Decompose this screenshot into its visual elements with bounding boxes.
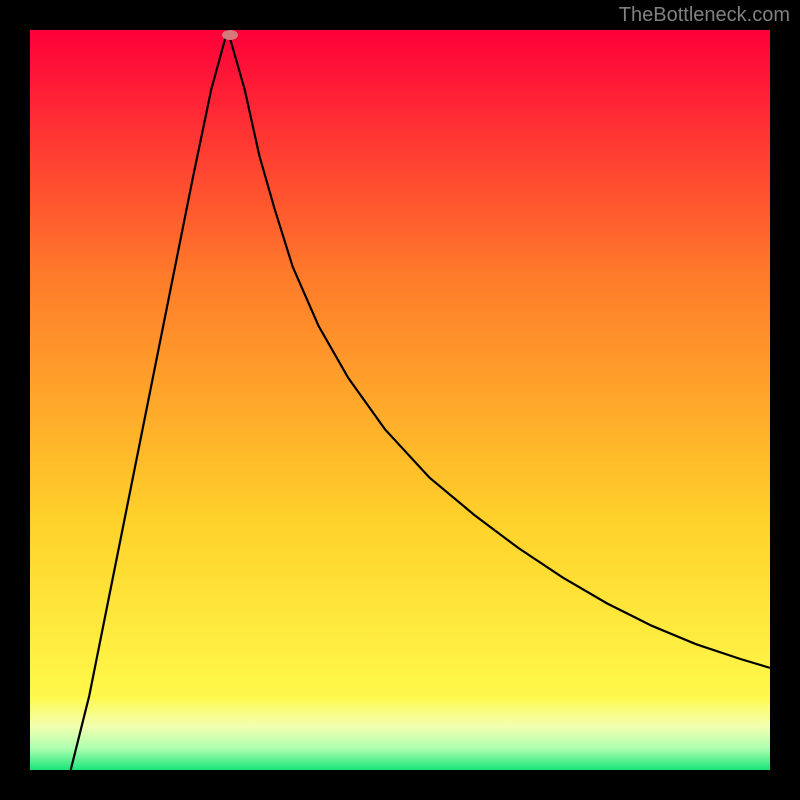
plot-svg	[30, 30, 770, 770]
plot-frame	[30, 30, 770, 770]
bottleneck-curve	[71, 30, 770, 770]
attribution-text: TheBottleneck.com	[619, 4, 790, 27]
minimum-marker	[222, 30, 238, 40]
